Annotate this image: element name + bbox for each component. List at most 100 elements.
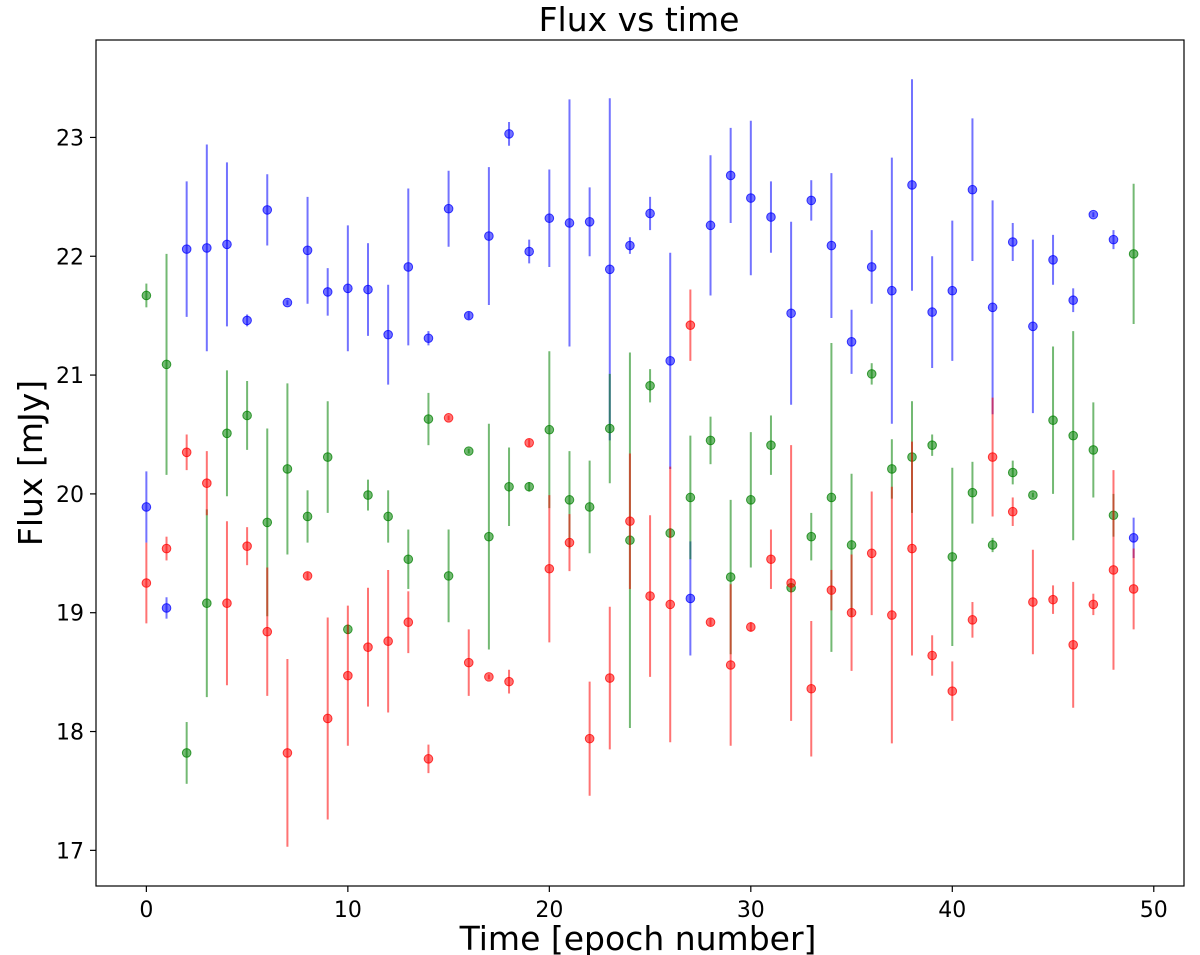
data-point [242,315,252,326]
data-point [1088,445,1099,455]
data-point [443,413,454,423]
data-point [1048,255,1058,265]
data-point [907,180,917,190]
data-point [604,423,615,434]
y-tick-label: 23 [56,126,84,151]
data-point [584,216,595,227]
data-point [564,537,575,548]
data-point [343,670,353,681]
data-point [746,622,756,632]
x-tick-label: 40 [938,898,966,923]
data-point [1028,597,1038,607]
data-point [343,283,353,294]
data-point [1068,295,1078,306]
y-axis-ticks: 17 18 19 20 21 22 23 [56,126,96,864]
data-point [947,686,958,696]
data-point [322,287,333,297]
x-tick-label: 10 [334,898,362,923]
data-point [584,733,595,744]
data-point [584,502,595,512]
data-point [403,617,414,628]
data-point [282,748,293,758]
data-point [967,184,978,195]
data-point [524,246,534,257]
data-point [484,531,494,542]
data-point [846,607,857,618]
data-point [202,243,212,253]
data-point [161,359,172,370]
y-tick-label: 20 [56,483,84,508]
data-point [665,356,676,366]
data-point [685,593,696,604]
data-point [262,205,273,215]
data-point [1068,639,1078,650]
data-point [222,239,232,250]
data-point [887,285,897,296]
data-point [1128,249,1139,259]
data-point [363,642,373,652]
data-point [1028,490,1038,500]
data-point [322,452,333,462]
data-point [786,578,796,588]
data-point [262,517,273,528]
data-point [746,495,756,505]
data-point [282,297,293,308]
data-point [947,285,958,296]
data-point [302,571,313,581]
y-axis-label: Flux [mJy] [11,380,50,546]
data-point [786,308,796,319]
data-point [544,424,555,435]
data-point [766,554,776,565]
data-point [866,548,877,559]
data-point [302,511,313,522]
data-point [1007,237,1018,247]
data-point [887,464,897,474]
data-point [383,511,393,522]
data-point [161,603,172,613]
data-point [887,610,897,620]
data-point [141,502,152,512]
data-point [826,492,837,503]
data-point [484,672,494,682]
data-point [907,543,917,554]
data-point [423,414,434,424]
x-tick-label: 0 [139,898,153,923]
x-axis-label: Time [epoch number] [459,919,817,955]
data-point [927,307,937,317]
data-point [524,481,534,492]
y-tick-label: 19 [56,602,84,627]
data-point [806,683,817,694]
data-point [423,754,434,764]
data-point [927,650,937,661]
series-2 [141,289,1139,847]
data-point [725,660,736,670]
data-point [544,213,555,224]
x-tick-label: 30 [737,898,765,923]
data-point [141,290,152,301]
data-point [443,203,454,214]
series-1 [141,183,1139,784]
data-point [1128,584,1139,594]
x-axis-ticks: 0 10 20 30 40 50 [139,886,1168,923]
data-point [1108,565,1119,575]
data-point [987,302,998,313]
data-point [806,531,817,542]
data-point [363,284,373,295]
data-point [725,170,736,181]
x-tick-label: 50 [1140,898,1168,923]
data-point [826,585,837,595]
data-point [202,598,212,609]
data-point [645,380,655,391]
data-point [443,571,454,581]
data-point [1108,234,1119,245]
data-point [403,554,414,565]
data-point [987,540,998,550]
series-0 [141,79,1139,656]
data-point [766,440,776,450]
data-point [181,447,192,458]
data-point [766,212,776,222]
data-point [524,438,534,448]
data-point [705,617,716,628]
data-point [604,264,615,275]
